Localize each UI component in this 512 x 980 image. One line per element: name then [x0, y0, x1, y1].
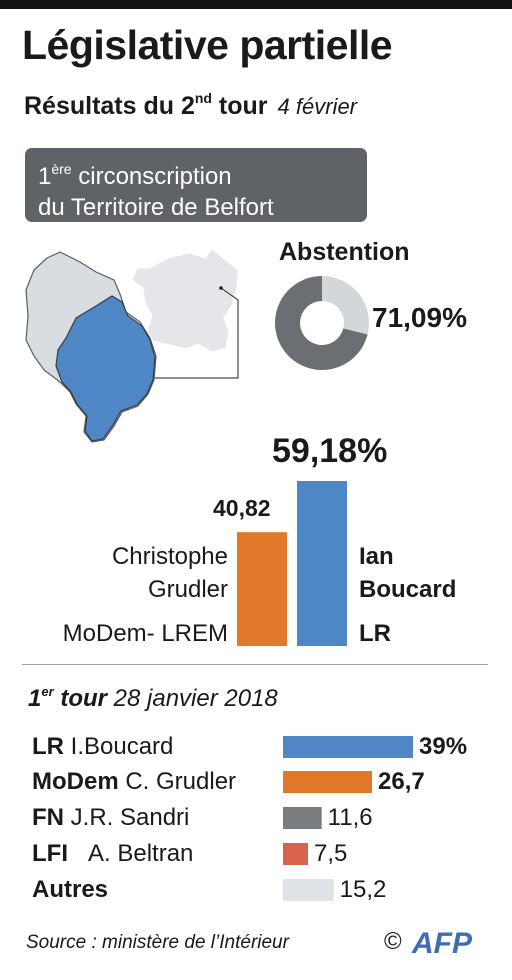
source-text: Source : ministère de l’Intérieur [26, 932, 289, 953]
candidate-left-first: Christophe [111, 543, 228, 570]
donut-slice-rest [322, 276, 369, 335]
loser-value: 40,82 [213, 495, 271, 521]
subtitle-date: 4 février [277, 94, 358, 119]
first-round-sup: er [41, 684, 54, 699]
belfort-locator-line [155, 287, 239, 379]
first-round-value-autres: 15,2 [339, 876, 387, 903]
circo-sup: ère [51, 161, 72, 177]
abstention-label: Abstention [279, 238, 410, 266]
winner-percent: 59,18% [272, 432, 388, 470]
candidate-right-last: Boucard [359, 576, 457, 603]
subtitle-post: tour [211, 92, 268, 120]
donut-slice-abstention [275, 276, 368, 370]
first-round-bar-modem [283, 771, 372, 793]
first-round-bar-lr [283, 736, 413, 758]
belfort-locator-dot [219, 286, 223, 290]
circonscription-1-map [55, 295, 156, 442]
first-round-bar-autres [283, 879, 334, 901]
subtitle-text: Résultats du 2 [24, 92, 195, 120]
candidate-left-last: Grudler [147, 576, 228, 603]
first-round-value-modem: 26,7 [378, 768, 425, 795]
party-name: FN [32, 804, 64, 831]
page-title: Législative partielle [22, 22, 393, 68]
circonscription-line-2: du Territoire de Belfort [38, 194, 274, 221]
first-round-date: 28 janvier 2018 [113, 685, 278, 712]
first-round-label-modem: MoDem C. Grudler [32, 768, 236, 796]
first-round-value-fn: 11,6 [327, 804, 373, 831]
first-round-bar-fn [283, 807, 322, 829]
first-round-label-fn: FN J.R. Sandri [32, 804, 189, 832]
first-round-num: 1 [28, 685, 42, 712]
candidate-name: C. Grudler [118, 768, 237, 795]
top-bar [0, 0, 512, 9]
afp-logo: AFP [411, 927, 473, 960]
first-round-label-autres: Autres [32, 876, 108, 904]
candidate-right-first: Ian [359, 543, 394, 570]
abstention-donut [275, 276, 369, 370]
first-round-bars [283, 736, 413, 901]
copyright-symbol: © [384, 928, 402, 955]
page-subtitle: Résultats du 2nd tour 4 février [24, 90, 357, 121]
bar-grudler [237, 532, 287, 646]
first-round-value-lfi: 7,5 [314, 840, 348, 867]
candidate-name: I.Boucard [64, 733, 174, 760]
bar-boucard [297, 481, 347, 646]
circo-num: 1 [38, 163, 52, 190]
party-name: Autres [32, 876, 109, 903]
circonscription-line-1: 1ère circonscription [38, 154, 367, 192]
france-map [131, 248, 239, 353]
first-round-title: 1er tour 28 janvier 2018 [28, 684, 278, 713]
first-round-value-lr: 39% [419, 733, 468, 760]
party-name: LFI [32, 840, 68, 867]
party-name: LR [32, 733, 64, 760]
abstention-value: 71,09% [372, 302, 467, 333]
candidate-left-party: MoDem- LREM [62, 620, 228, 647]
first-round-bar-lfi [283, 843, 308, 865]
first-round-word: tour [53, 685, 107, 712]
afp-logo-text: AFP [411, 927, 473, 960]
party-name: MoDem [32, 768, 119, 795]
candidate-right-party: LR [359, 620, 391, 647]
circonscription-box: 1ère circonscription du Territoire de Be… [25, 148, 367, 222]
candidate-name: A. Beltran [68, 840, 194, 867]
circo-text: circonscription [71, 163, 232, 190]
first-round-label-lr: LR I.Boucard [32, 733, 173, 761]
candidate-name: J.R. Sandri [64, 804, 190, 831]
subtitle-sup: nd [194, 90, 212, 106]
section-divider [22, 664, 488, 665]
first-round-label-lfi: LFI A. Beltran [32, 840, 193, 868]
